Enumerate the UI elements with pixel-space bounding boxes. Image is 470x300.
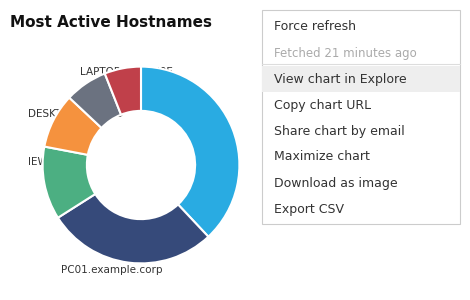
Text: Maximize chart: Maximize chart xyxy=(274,151,370,164)
Wedge shape xyxy=(43,147,95,218)
Wedge shape xyxy=(69,74,121,128)
Text: Most Active Hostnames: Most Active Hostnames xyxy=(10,15,212,30)
Text: DESKTOP-NTSSLJD: DESKTOP-NTSSLJD xyxy=(28,109,124,119)
Text: View chart in Explore: View chart in Explore xyxy=(274,73,407,85)
FancyBboxPatch shape xyxy=(262,10,460,224)
Wedge shape xyxy=(105,67,141,115)
Bar xyxy=(262,66,460,92)
Text: Download as image: Download as image xyxy=(274,176,398,190)
Wedge shape xyxy=(44,98,102,155)
Text: Force refresh: Force refresh xyxy=(274,20,356,34)
Text: Fetched 21 minutes ago: Fetched 21 minutes ago xyxy=(274,46,417,59)
Text: ⋮: ⋮ xyxy=(450,13,468,31)
Text: PC01.example.corp: PC01.example.corp xyxy=(61,265,163,275)
Text: IEWIN7: IEWIN7 xyxy=(28,157,65,167)
Text: Copy chart URL: Copy chart URL xyxy=(274,98,371,112)
Text: LAPTOP-JU4M3I0E: LAPTOP-JU4M3I0E xyxy=(80,67,173,77)
Text: Export CSV: Export CSV xyxy=(274,202,344,215)
Wedge shape xyxy=(58,194,208,263)
Text: Share chart by email: Share chart by email xyxy=(274,124,405,137)
Wedge shape xyxy=(141,67,239,237)
